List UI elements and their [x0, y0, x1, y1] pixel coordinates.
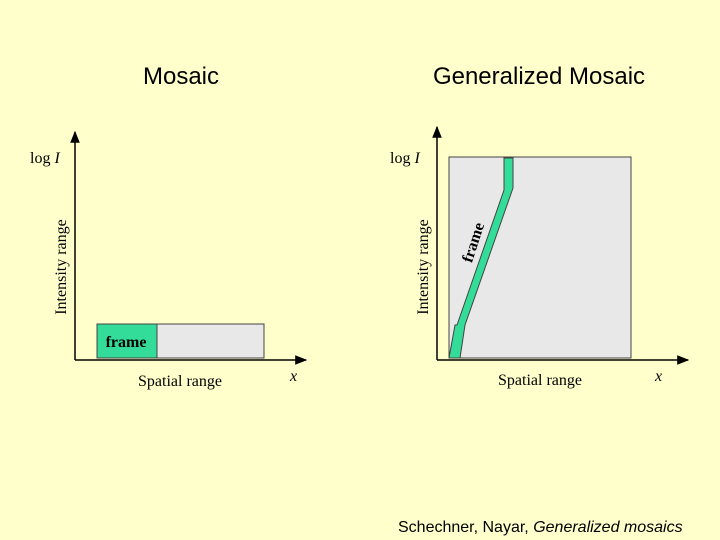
y-label: log I — [390, 150, 420, 167]
frame-box — [96, 323, 158, 359]
mosaic-box — [448, 156, 632, 359]
y-axis-title: Intensity range — [53, 219, 70, 315]
var: I — [53, 150, 60, 167]
work: Generalized mosaics — [533, 519, 682, 536]
x-symbol: x — [289, 368, 297, 385]
log: log — [390, 150, 410, 167]
x-label: Spatial range — [498, 372, 582, 389]
x-label: Spatial range — [138, 373, 222, 390]
title: Mosaic — [143, 63, 219, 90]
frame-label: frame — [106, 334, 147, 351]
y-label: log I — [30, 150, 60, 167]
authors: Schechner, Nayar, — [398, 519, 529, 536]
footer: Schechner, Nayar, Generalized mosaics — [398, 519, 683, 536]
y-axis-title: Intensity range — [415, 219, 432, 315]
log: log — [30, 150, 50, 167]
frame-strip — [448, 157, 514, 359]
var: I — [413, 150, 420, 167]
x-symbol: x — [654, 368, 662, 385]
title: Generalized Mosaic — [433, 63, 645, 90]
